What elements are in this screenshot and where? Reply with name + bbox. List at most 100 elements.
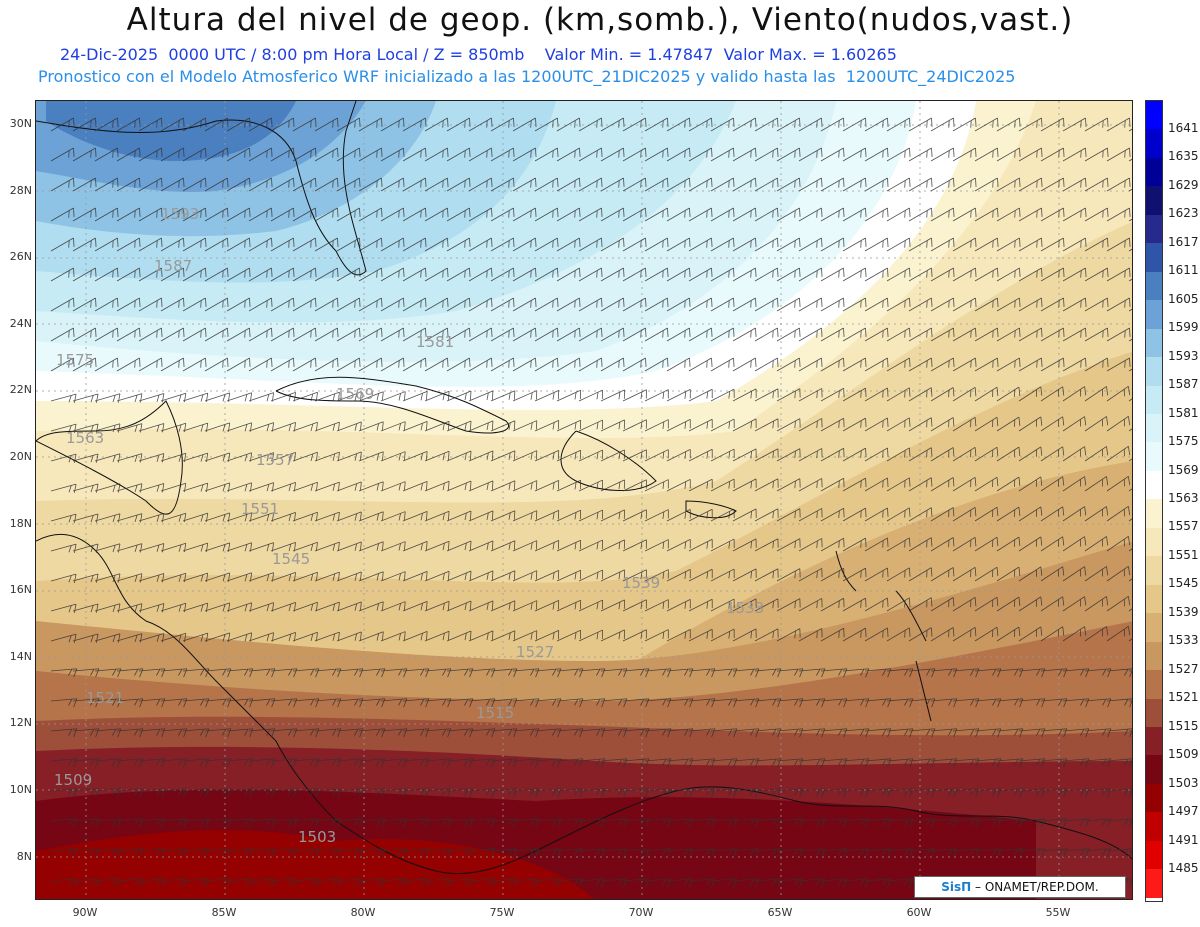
colorbar-level-label: 1599 — [1168, 320, 1199, 335]
lat-tick-label: 14N — [9, 649, 32, 663]
colorbar-swatch — [1146, 698, 1162, 727]
colorbar-level-label: 1521 — [1168, 690, 1199, 705]
contour-label: 1533 — [726, 599, 764, 617]
colorbar-level-label: 1605 — [1168, 291, 1199, 306]
contour-label: 1527 — [516, 643, 554, 661]
contour-labels: 1593 1587 1581 1575 1569 1563 1557 1551 … — [54, 205, 764, 846]
colorbar-level-label: 1563 — [1168, 490, 1199, 505]
contour-label: 1521 — [86, 689, 124, 707]
lon-tick-label: 70W — [628, 906, 654, 919]
colorbar-swatch — [1146, 840, 1162, 870]
lon-tick-label: 55W — [1045, 906, 1071, 919]
colorbar-level-label: 1515 — [1168, 718, 1199, 733]
lon-tick-label: 65W — [767, 906, 793, 919]
colorbar-level-label: 1545 — [1168, 576, 1199, 591]
sispi-logo: SisΠ — [941, 880, 972, 894]
contour-label: 1515 — [476, 704, 514, 722]
contour-label: 1581 — [416, 333, 454, 351]
colorbar-level-label: 1503 — [1168, 775, 1199, 790]
colorbar-swatch — [1146, 243, 1162, 272]
colorbar-level-label: 1581 — [1168, 405, 1199, 420]
contour-label: 1587 — [154, 257, 192, 275]
contour-label: 1563 — [66, 429, 104, 447]
colorbar-swatch — [1146, 556, 1162, 585]
lat-tick-label: 26N — [9, 250, 32, 264]
lat-tick-label: 16N — [9, 583, 32, 597]
model-run-subtitle: Pronostico con el Modelo Atmosferico WRF… — [38, 67, 1016, 86]
map-title: Altura del nivel de geop. (km,somb.), Vi… — [126, 2, 1074, 38]
colorbar-swatch — [1146, 357, 1162, 386]
colorbar-swatch — [1146, 385, 1162, 414]
contour-label: 1569 — [336, 385, 374, 403]
contour-label: 1593 — [161, 205, 199, 223]
colorbar-level-label: 1533 — [1168, 633, 1199, 648]
lat-tick-label: 28N — [9, 183, 32, 197]
colorbar-swatch — [1146, 129, 1162, 158]
geopotential-map: 1593 1587 1581 1575 1569 1563 1557 1551 … — [36, 101, 1132, 899]
forecast-time-subtitle: 24-Dic-2025 0000 UTC / 8:00 pm Hora Loca… — [60, 45, 897, 64]
colorbar-level-label: 1587 — [1168, 377, 1199, 392]
colorbar-level-label: 1593 — [1168, 348, 1199, 363]
colorbar-swatch — [1146, 271, 1162, 301]
lat-tick-label: 24N — [9, 316, 32, 330]
lon-tick-label: 90W — [72, 906, 98, 919]
colorbar-swatch — [1146, 470, 1162, 500]
colorbar-swatch — [1146, 613, 1162, 642]
coastlines — [36, 101, 1132, 875]
colorbar-level-label: 1569 — [1168, 462, 1199, 477]
lat-tick-label: 8N — [16, 849, 32, 863]
colorbar-swatch — [1146, 584, 1162, 614]
credit-box: SisΠ – ONAMET/REP.DOM. — [914, 876, 1126, 898]
lat-tick-label: 30N — [9, 117, 32, 130]
band-1497 — [36, 830, 594, 899]
colorbar-level-label: 1641 — [1168, 121, 1199, 135]
lat-tick-label: 22N — [9, 383, 32, 397]
colorbar-swatch — [1146, 186, 1162, 215]
colorbar-swatch — [1146, 499, 1162, 528]
lon-tick-label: 80W — [350, 906, 376, 919]
contour-label: 1557 — [256, 451, 294, 469]
graticule — [36, 101, 1132, 899]
colorbar-level-label: 1551 — [1168, 547, 1199, 562]
colorbar-swatch — [1146, 300, 1162, 329]
colorbar-swatch — [1146, 157, 1162, 187]
contour-label: 1509 — [54, 771, 92, 789]
lon-tick-label: 85W — [211, 906, 237, 919]
colorbar-swatch — [1146, 755, 1162, 784]
colorbar-swatch — [1146, 101, 1162, 130]
colorbar-swatch — [1146, 812, 1162, 841]
colorbar-level-label: 1617 — [1168, 234, 1199, 249]
colorbar-swatch — [1146, 869, 1162, 898]
lat-tick-label: 10N — [9, 783, 32, 796]
lat-tick-label: 18N — [9, 516, 32, 530]
colorbar-swatch — [1146, 214, 1162, 244]
colorbar-swatch — [1146, 726, 1162, 756]
lat-tick-label: 20N — [9, 450, 32, 463]
colorbar-level-label: 1611 — [1168, 263, 1199, 278]
contour-label: 1575 — [56, 351, 94, 369]
colorbar-level-label: 1497 — [1168, 804, 1199, 819]
colorbar-level-label: 1527 — [1168, 661, 1199, 676]
colorbar-swatch — [1146, 641, 1162, 671]
colorbar — [1145, 100, 1163, 902]
contour-label: 1545 — [272, 550, 310, 568]
colorbar-level-label: 1557 — [1168, 519, 1199, 534]
colorbar-swatch — [1146, 527, 1162, 557]
colorbar-swatch — [1146, 442, 1162, 471]
colorbar-level-label: 1509 — [1168, 747, 1199, 762]
colorbar-swatch — [1146, 413, 1162, 443]
colorbar-level-label: 1491 — [1168, 832, 1199, 847]
colorbar-swatch — [1146, 328, 1162, 358]
colorbar-level-label: 1539 — [1168, 604, 1199, 619]
contour-label: 1551 — [241, 500, 279, 518]
contour-label: 1539 — [622, 574, 660, 592]
credit-text: – ONAMET/REP.DOM. — [971, 880, 1099, 894]
colorbar-swatch — [1146, 783, 1162, 813]
colorbar-level-label: 1635 — [1168, 149, 1199, 164]
lon-tick-label: 60W — [906, 906, 932, 919]
colorbar-swatch — [1146, 670, 1162, 699]
colorbar-level-label: 1485 — [1168, 860, 1199, 875]
lat-tick-label: 12N — [9, 716, 32, 730]
map-panel: 1593 1587 1581 1575 1569 1563 1557 1551 … — [35, 100, 1133, 900]
colorbar-level-label: 1629 — [1168, 177, 1199, 192]
